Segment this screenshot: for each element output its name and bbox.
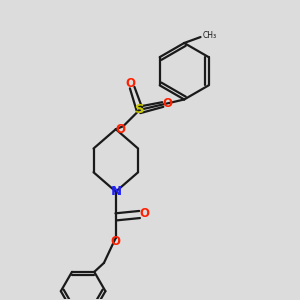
Text: CH₃: CH₃ (203, 31, 217, 40)
Text: O: O (126, 76, 136, 90)
Text: O: O (115, 123, 125, 136)
Text: O: O (111, 235, 121, 248)
Text: N: N (110, 185, 122, 198)
Text: O: O (162, 97, 172, 110)
Text: O: O (140, 207, 150, 220)
Text: S: S (135, 103, 144, 116)
